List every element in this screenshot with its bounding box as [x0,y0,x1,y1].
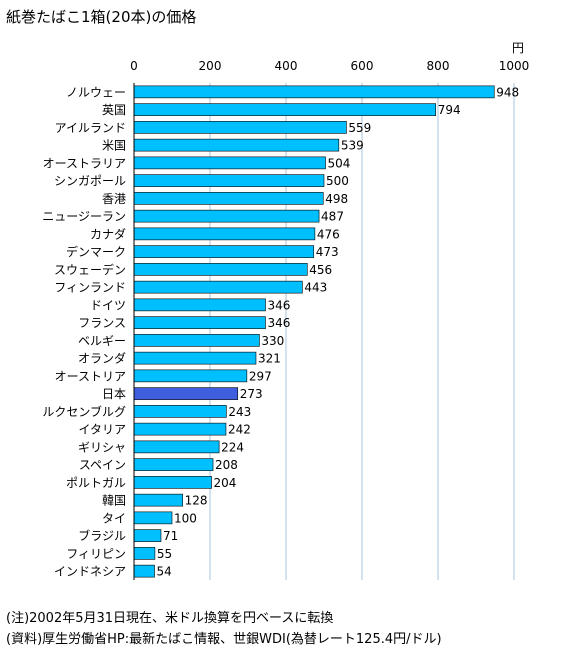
value-label: 559 [348,121,371,135]
bar [133,192,324,205]
footnote-source: (資料)厚生労働省HP:最新たばこ情報、世銀WDI(為替レート125.4円/ドル… [6,632,442,647]
category-label: オーストラリア [43,156,126,170]
bar [133,227,316,241]
category-label: ニュージーラン [42,210,126,224]
category-label: ベルギー [78,334,126,348]
bar [133,209,320,223]
bar [133,369,248,383]
bar [133,422,227,436]
category-label: ポルトガル [66,476,126,490]
category-label: 香港 [102,192,126,206]
category-label: ノルウェー [66,85,126,99]
bar [133,121,347,134]
bar [133,263,308,276]
x-tick-label: 400 [275,59,298,73]
bar [133,245,315,258]
category-label: ギリシャ [78,440,126,454]
value-label: 208 [215,458,238,472]
bar [133,547,156,560]
value-label: 273 [240,387,263,401]
value-label: 100 [174,511,197,525]
footnote-note: (注)2002年5月31日現在、米ドル換算を円ベースに転換 [6,611,334,626]
category-label: オランダ [78,351,126,366]
bar [133,103,437,116]
x-tick-label: 200 [199,59,222,73]
category-label: ルクセンブルグ [42,404,126,419]
value-label: 224 [221,440,244,454]
x-tick-label: 1000 [499,59,530,73]
category-label: アイルランド [55,121,126,135]
value-label: 204 [214,476,237,490]
category-label: 韓国 [102,494,126,508]
bar [133,298,266,312]
category-label: ブラジル [78,528,126,543]
value-label: 456 [309,263,332,277]
category-label: デンマーク [66,244,126,259]
category-label: カナダ [90,226,126,241]
value-label: 297 [249,369,272,383]
category-label: 英国 [102,103,126,117]
value-label: 243 [228,405,251,419]
category-label: フィリピン [66,547,126,561]
category-label: イタリア [78,423,126,437]
bar [133,334,260,347]
bar [133,458,214,471]
bar [133,156,326,170]
bar [133,476,212,489]
value-label: 346 [267,298,290,312]
value-label: 321 [258,352,281,366]
category-label: シンガポール [54,174,126,188]
category-label: フィンランド [54,281,126,295]
bar [133,511,173,525]
bar [133,405,227,418]
bar [133,564,155,578]
bar [133,138,340,152]
value-label: 539 [341,139,364,153]
value-label: 476 [317,227,340,241]
x-tick-label: 600 [351,59,374,73]
category-label: オーストリア [55,369,126,383]
category-label: ドイツ [90,298,126,312]
x-tick-label: 0 [130,59,138,73]
value-label: 500 [326,174,349,188]
bar [133,85,495,99]
x-tick-label: 800 [427,59,450,73]
category-label: 米国 [102,139,126,153]
unit-label: 円 [512,41,524,55]
value-label: 346 [267,316,290,330]
value-label: 55 [157,547,172,561]
bar [133,440,220,454]
bar [133,529,162,542]
category-label: スウェーデン [54,262,126,277]
value-label: 54 [157,565,172,579]
bar [133,351,257,365]
bar [133,174,325,187]
category-label: タイ [102,511,126,525]
category-label: スペイン [79,458,126,472]
value-label: 71 [163,529,178,543]
bar [133,280,303,294]
value-label: 504 [328,156,351,170]
value-label: 242 [228,423,251,437]
value-label: 330 [261,334,284,348]
value-label: 498 [325,192,348,206]
bar [133,316,266,329]
value-label: 487 [321,210,344,224]
value-label: 443 [304,281,327,295]
value-label: 473 [316,245,339,259]
value-label: 128 [185,494,208,508]
bar [133,387,239,400]
bar [133,493,183,507]
chart-title: 紙巻たばこ1箱(20本)の価格 [6,8,197,26]
category-label: 日本 [102,387,126,401]
value-label: 794 [438,103,461,117]
category-label: フランス [78,316,126,330]
category-label: インドネシア [54,565,126,579]
value-label: 948 [496,85,519,99]
